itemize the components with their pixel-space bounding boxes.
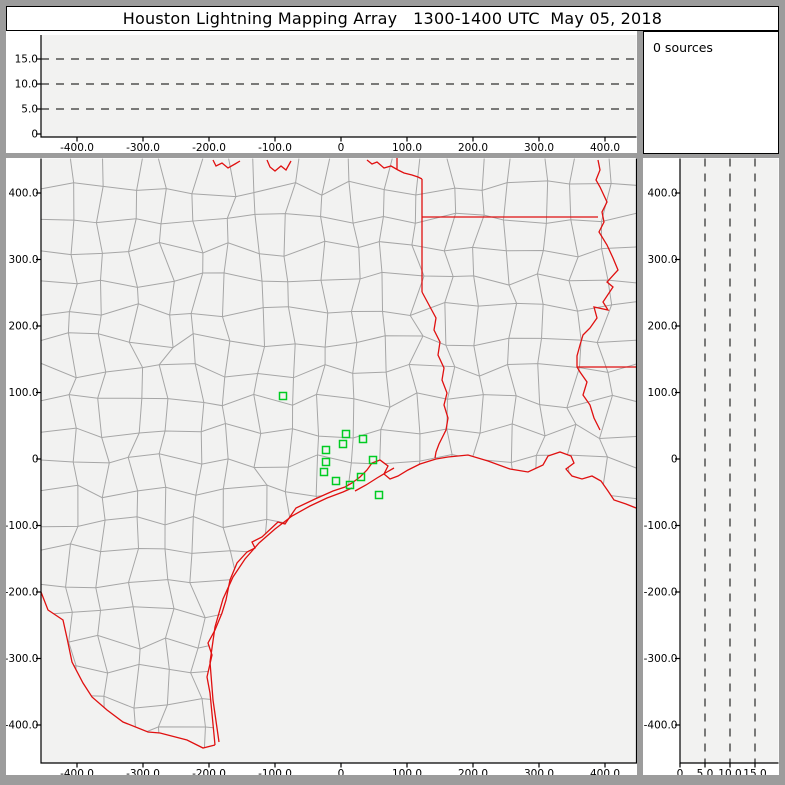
- lma-station-marker: [358, 434, 368, 444]
- red-river-1: [212, 159, 241, 169]
- altitude-gridlines: [704, 158, 756, 763]
- svg-text:-100.0: -100.0: [644, 520, 678, 532]
- lma-station-marker: [341, 429, 351, 439]
- svg-text:200.0: 200.0: [647, 321, 677, 333]
- plot-area: [41, 35, 637, 137]
- altitude-gridlines: [41, 58, 637, 110]
- mississippi-river: [576, 159, 619, 431]
- svg-text:-400.0: -400.0: [644, 720, 678, 732]
- lma-station-marker: [368, 455, 378, 465]
- svg-text:100.0: 100.0: [392, 142, 422, 153]
- altitude-ew-panel: 0 5.0 10.0 15.0 -400.0 -300.0 -200.0 -100.0 0 100…: [6, 31, 637, 153]
- svg-text:-400.0: -400.0: [60, 768, 94, 775]
- svg-text:300.0: 300.0: [524, 768, 554, 775]
- svg-text:0: 0: [338, 142, 345, 153]
- svg-text:-100.0: -100.0: [6, 520, 39, 532]
- svg-text:0: 0: [32, 454, 39, 466]
- svg-text:300.0: 300.0: [647, 254, 677, 266]
- axes: [40, 158, 637, 764]
- lma-station-marker: [321, 457, 331, 467]
- svg-text:100.0: 100.0: [392, 768, 422, 775]
- svg-text:-300.0: -300.0: [126, 768, 160, 775]
- svg-text:10.0: 10.0: [15, 79, 38, 91]
- svg-text:-200.0: -200.0: [192, 142, 226, 153]
- svg-text:-300.0: -300.0: [644, 653, 678, 665]
- ns-axis-ticks: 400.0 300.0 200.0 100.0 0 -100.0 -200.0 -300.0 -…: [6, 188, 41, 732]
- source-count-box: 0 sources: [643, 31, 779, 154]
- svg-text:100.0: 100.0: [647, 387, 677, 399]
- svg-text:-100.0: -100.0: [258, 768, 292, 775]
- svg-text:0: 0: [671, 454, 678, 466]
- svg-text:200.0: 200.0: [458, 768, 488, 775]
- svg-text:-100.0: -100.0: [258, 142, 292, 153]
- galveston-island: [354, 467, 395, 492]
- plot-area: [680, 158, 779, 763]
- plot-area: [41, 158, 637, 763]
- svg-text:10.0: 10.0: [718, 768, 741, 775]
- svg-text:400.0: 400.0: [8, 188, 38, 200]
- svg-text:0: 0: [338, 768, 345, 775]
- plan-view-map-panel: 400.0 300.0 200.0 100.0 0 -100.0 -200.0 -300.0-…: [6, 158, 637, 775]
- lma-station-marker: [374, 490, 384, 500]
- altitude-axis-ticks: 0 5.0 10.0 15.0: [15, 54, 41, 141]
- svg-text:-400.0: -400.0: [60, 142, 94, 153]
- ns-axis-ticks: 400.0 300.0 200.0 100.0 0 -100.0 -200.0 -300.0 -…: [644, 188, 680, 732]
- svg-text:-200.0: -200.0: [644, 587, 678, 599]
- ew-axis-ticks: -400.0 -300.0 -200.0 -100.0 0 100.0 200.0 300.0…: [60, 137, 620, 153]
- svg-text:5.0: 5.0: [697, 768, 714, 775]
- padre-island: [209, 487, 353, 743]
- svg-text:200.0: 200.0: [458, 142, 488, 153]
- lma-station-marker: [356, 472, 366, 482]
- red-river-2: [266, 159, 292, 172]
- svg-text:-300.0: -300.0: [6, 653, 39, 665]
- svg-text:400.0: 400.0: [590, 142, 620, 153]
- station-markers: [278, 391, 384, 500]
- svg-text:15.0: 15.0: [743, 768, 766, 775]
- svg-text:-300.0: -300.0: [126, 142, 160, 153]
- lma-station-marker: [321, 445, 331, 455]
- svg-text:200.0: 200.0: [8, 321, 38, 333]
- svg-text:0: 0: [677, 768, 684, 775]
- source-count-label: 0 sources: [653, 40, 713, 55]
- lma-station-marker: [278, 391, 288, 401]
- sabine-river: [421, 291, 449, 459]
- svg-text:-200.0: -200.0: [6, 587, 39, 599]
- svg-text:400.0: 400.0: [590, 768, 620, 775]
- svg-text:0: 0: [31, 129, 38, 141]
- axes: [40, 35, 637, 138]
- svg-text:15.0: 15.0: [15, 54, 38, 66]
- lma-station-marker: [338, 439, 348, 449]
- svg-text:300.0: 300.0: [524, 142, 554, 153]
- svg-text:400.0: 400.0: [647, 188, 677, 200]
- lma-station-marker: [319, 467, 329, 477]
- state-borders: [40, 158, 637, 749]
- svg-text:100.0: 100.0: [8, 387, 38, 399]
- coast-mainland: [206, 451, 637, 746]
- lma-station-marker: [345, 480, 355, 490]
- red-river-3: [366, 159, 423, 180]
- lma-station-marker: [331, 476, 341, 486]
- svg-text:-200.0: -200.0: [192, 768, 226, 775]
- svg-text:5.0: 5.0: [21, 104, 38, 116]
- rio-grande: [40, 591, 216, 749]
- svg-text:-400.0: -400.0: [6, 720, 39, 732]
- ew-axis-ticks: -400.0 -300.0 -200.0 -100.0 0 100.0 200.0 300.0…: [60, 763, 620, 775]
- svg-text:300.0: 300.0: [8, 254, 38, 266]
- window-title: Houston Lightning Mapping Array 1300-140…: [6, 6, 779, 31]
- altitude-ns-panel: 400.0 300.0 200.0 100.0 0 -100.0 -200.0 -300.0 -…: [643, 158, 779, 775]
